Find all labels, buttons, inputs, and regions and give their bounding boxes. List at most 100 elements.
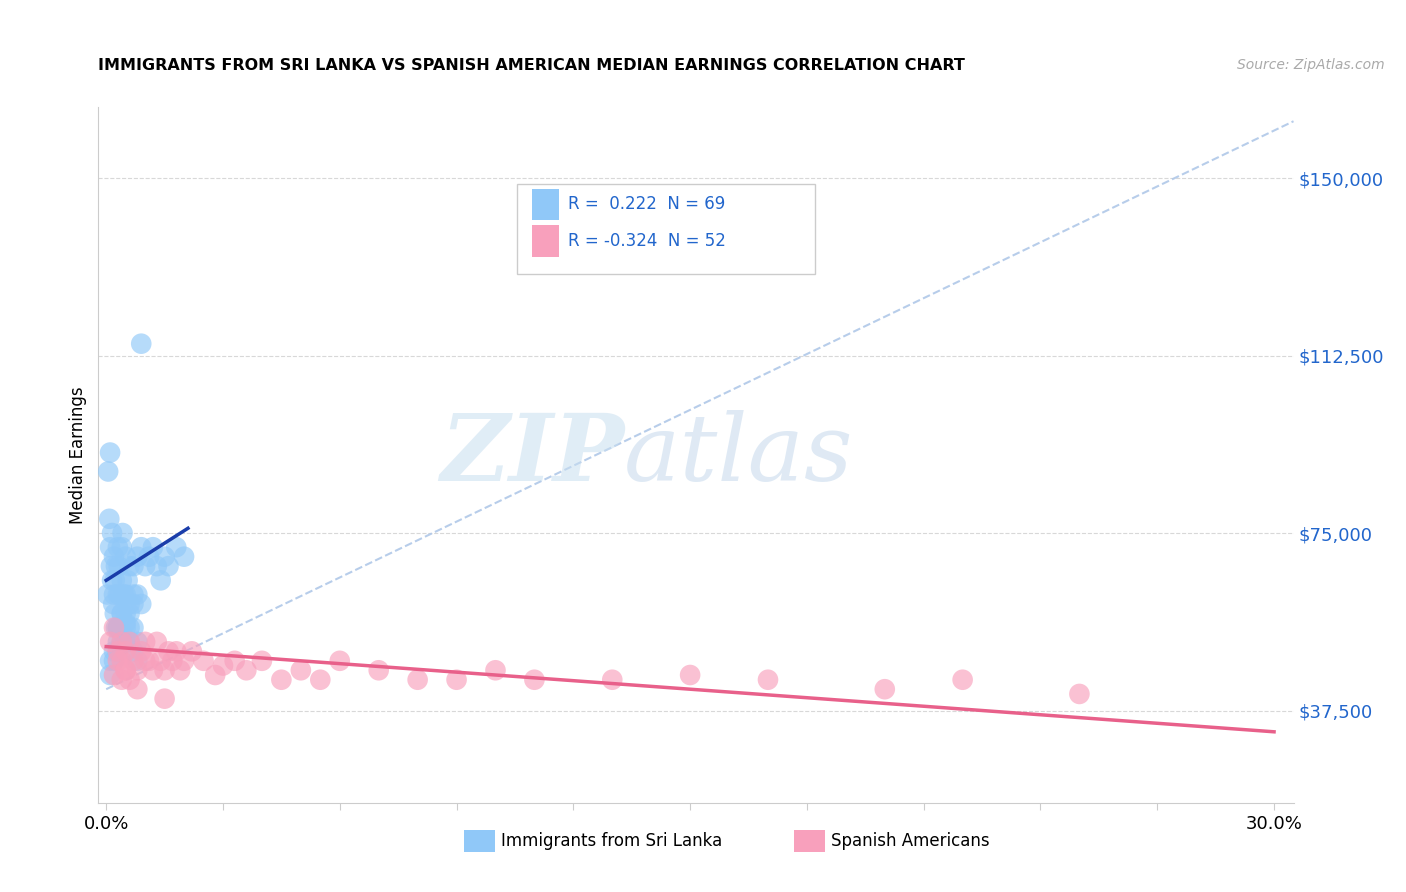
Point [134,635,156,649]
Point [100,559,122,574]
Point [98,540,121,554]
Text: IMMIGRANTS FROM SRI LANKA VS SPANISH AMERICAN MEDIAN EARNINGS CORRELATION CHART: IMMIGRANTS FROM SRI LANKA VS SPANISH AME… [98,58,966,73]
Text: Spanish Americans: Spanish Americans [831,832,990,850]
Point [104,607,127,621]
Point [134,559,156,574]
Point [129,540,152,554]
Point [142,663,165,677]
Point [112,588,135,602]
Text: atlas: atlas [624,410,853,500]
Point [111,607,134,621]
Point [309,673,332,687]
Point [114,663,136,677]
Point [103,654,125,668]
Point [173,654,195,668]
Point [98,668,121,682]
Point [1069,687,1091,701]
Point [157,559,180,574]
Point [108,588,131,602]
Point [600,673,623,687]
Y-axis label: Median Earnings: Median Earnings [69,386,87,524]
Point [107,588,129,602]
Text: Source: ZipAtlas.com: Source: ZipAtlas.com [1237,58,1385,72]
Point [235,663,257,677]
Point [127,635,149,649]
Point [873,682,896,697]
Point [142,540,165,554]
Point [406,673,429,687]
Point [108,621,131,635]
Point [107,621,129,635]
Point [165,644,187,658]
Point [157,644,180,658]
Point [146,559,169,574]
Point [756,673,779,687]
Point [111,625,134,640]
Point [103,597,125,611]
Point [250,654,273,668]
Point [180,644,202,658]
FancyBboxPatch shape [517,184,815,274]
Point [114,621,136,635]
Point [118,621,141,635]
FancyBboxPatch shape [533,226,558,257]
Point [127,588,149,602]
Text: ZIP: ZIP [440,410,624,500]
Point [153,549,176,564]
Point [162,654,184,668]
Point [122,588,145,602]
Point [96,588,118,602]
Point [114,635,136,649]
Point [114,549,136,564]
Point [114,607,136,621]
Point [104,621,127,635]
Point [118,635,141,649]
Point [101,574,124,588]
Point [107,644,129,658]
Point [165,540,187,554]
Point [104,574,127,588]
Point [111,635,134,649]
Point [103,588,125,602]
Point [367,663,389,677]
Point [103,644,125,658]
Point [204,668,226,682]
Point [153,663,176,677]
Point [114,663,136,677]
Point [129,597,152,611]
Point [111,526,134,541]
Point [98,635,121,649]
Point [101,526,124,541]
Point [149,654,172,668]
Point [134,654,156,668]
Text: Immigrants from Sri Lanka: Immigrants from Sri Lanka [501,832,721,850]
Point [138,654,160,668]
Point [122,654,145,668]
Point [952,673,974,687]
Point [118,559,141,574]
Point [290,663,312,677]
Point [103,621,125,635]
Point [117,574,139,588]
Point [118,597,141,611]
Point [104,559,127,574]
Point [103,668,125,682]
Point [111,574,134,588]
Point [114,644,136,658]
Point [98,512,121,526]
Point [169,663,191,677]
Point [129,644,152,658]
Point [127,682,149,697]
Point [149,574,172,588]
Point [446,673,468,687]
Text: R = -0.324  N = 52: R = -0.324 N = 52 [568,232,725,251]
Point [127,663,149,677]
Point [146,635,169,649]
Point [118,673,141,687]
Point [107,559,129,574]
Point [193,654,215,668]
Point [122,644,145,658]
Point [103,549,125,564]
Point [114,615,136,630]
Point [153,691,176,706]
